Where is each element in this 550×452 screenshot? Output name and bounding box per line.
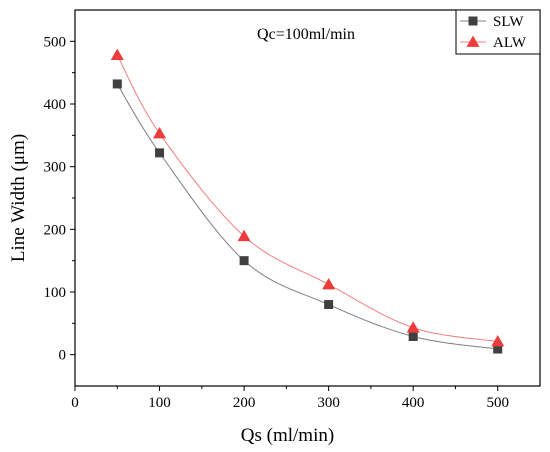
series-alw [110, 48, 505, 347]
data-point-slw [408, 331, 418, 341]
series-line-alw [116, 54, 498, 343]
axis-ticks: 0 100 200 300 400 500 0 100 200 300 400 500 [44, 34, 509, 411]
data-point-slw [112, 79, 122, 89]
y-axis-title: Line Width (μm) [8, 134, 29, 262]
x-tick-label: 400 [402, 395, 425, 411]
x-tick-label: 300 [317, 395, 340, 411]
plot-frame [74, 9, 541, 387]
legend-marker-slw [468, 16, 478, 26]
data-point-slw [493, 344, 503, 354]
data-point-alw [153, 126, 167, 139]
series-layer [110, 48, 505, 354]
plot-border [74, 9, 541, 387]
x-tick-label: 200 [233, 395, 256, 411]
y-tick-label: 200 [44, 222, 67, 238]
legend-marker-alw [466, 35, 480, 47]
legend-label-slw: SLW [493, 14, 524, 30]
y-tick-label: 0 [59, 348, 67, 364]
legend: SLW ALW [455, 9, 541, 55]
y-tick-label: 100 [44, 285, 67, 301]
x-axis-title: Qs (ml/min) [241, 425, 334, 446]
x-tick-label: 100 [148, 395, 171, 411]
data-point-alw [110, 48, 124, 60]
data-point-slw [155, 148, 165, 158]
data-point-alw [491, 335, 505, 347]
legend-label-alw: ALW [493, 35, 527, 51]
y-tick-label: 300 [44, 160, 67, 176]
y-tick-label: 500 [44, 34, 67, 50]
x-tick-label: 500 [486, 395, 509, 411]
data-point-slw [324, 300, 334, 310]
series-line-slw [116, 83, 498, 350]
annotation-text: Qc=100ml/min [257, 26, 355, 43]
data-point-slw [239, 256, 249, 266]
x-tick-label: 0 [71, 395, 79, 411]
data-point-alw [406, 321, 420, 333]
series-slw [112, 79, 503, 354]
y-tick-label: 400 [44, 97, 67, 113]
data-point-alw [237, 229, 251, 242]
data-point-alw [322, 277, 336, 290]
